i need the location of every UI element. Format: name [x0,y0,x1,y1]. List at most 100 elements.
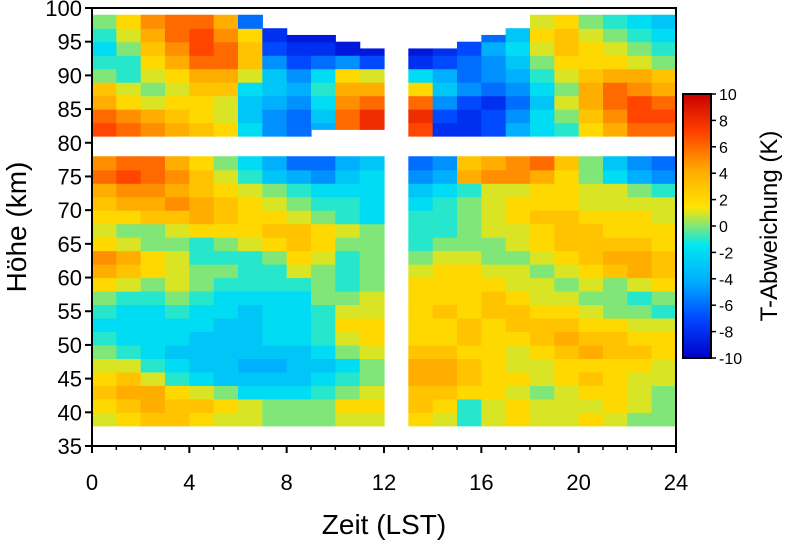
heatmap-cell [457,398,482,413]
heatmap-cell [116,28,142,43]
heatmap-cell [408,344,434,359]
colorbar-ticks: 10 8 6 4 2 0 -2 -4 -6 -8 -10 [711,87,742,368]
heatmap-cell [311,250,336,265]
heatmap-cell [359,250,385,265]
heatmap-cell [116,82,142,97]
heatmap-cell [481,358,507,373]
heatmap-cell [603,317,628,333]
heatmap-cell [286,398,312,413]
heatmap-cell [432,82,458,97]
heatmap-cell [116,156,142,171]
heatmap-cell [627,41,653,56]
heatmap-cell [359,331,385,346]
x-tick-label: 24 [664,470,688,495]
heatmap-cell [505,109,531,124]
heatmap-cell [530,183,555,198]
heatmap-cell [189,82,215,97]
heatmap-cell [165,277,190,292]
heatmap-cell [359,156,385,171]
heatmap-cell [165,55,190,70]
heatmap-cell [505,95,531,110]
heatmap-cell [457,68,482,83]
heatmap-cell [262,82,288,97]
heatmap-cell [335,183,361,198]
heatmap-cell [262,169,288,184]
heatmap-cell [359,344,385,359]
heatmap-cell [578,277,604,292]
colorbar-tick-label: -4 [719,272,733,289]
y-tick-label: 50 [58,333,82,358]
y-axis-label: Höhe (km) [1,162,32,293]
heatmap-cell [408,122,434,137]
y-tick-label: 80 [58,131,82,156]
heatmap-cell [457,264,482,279]
heatmap-cell [457,210,482,225]
heatmap-cell [481,183,507,198]
heatmap-cell [554,331,580,346]
heatmap-cell [189,95,215,110]
heatmap-cell [286,183,312,198]
heatmap-cell [335,344,361,359]
heatmap-cell [578,68,604,83]
heatmap-cell [530,109,555,124]
heatmap-cell [189,55,215,70]
x-tick-label: 16 [469,470,493,495]
heatmap-cell [140,223,166,238]
heatmap-cell [554,196,580,211]
heatmap-cell [116,358,142,373]
heatmap-cell [627,196,653,211]
heatmap-cell [603,169,628,184]
y-tick-label: 35 [58,434,82,459]
heatmap-cell [262,210,288,225]
heatmap-cell [432,237,458,252]
heatmap-cell [578,304,604,319]
heatmap-cell [530,68,555,83]
heatmap-cell [505,82,531,97]
heatmap-cell [457,412,482,427]
heatmap-cell [335,156,361,171]
heatmap-cell [335,95,361,110]
heatmap-cell [359,317,385,333]
heatmap-cell [481,55,507,70]
heatmap-cell [92,412,117,427]
colorbar-tick-label: -6 [719,298,733,315]
heatmap-cell [505,358,531,373]
heatmap-cell [432,398,458,413]
heatmap-cell [262,264,288,279]
y-axis-ticks: 35 40 45 50 55 60 65 70 75 80 85 90 95 100 [45,0,92,459]
heatmap-cell [457,183,482,198]
heatmap-cell [92,385,117,400]
heatmap-cell [408,55,434,70]
heatmap-cell [505,412,531,427]
heatmap-cell [286,317,312,333]
heatmap-cell [140,156,166,171]
heatmap-cell [335,196,361,211]
heatmap-cell [505,169,531,184]
heatmap-cell [92,156,117,171]
heatmap-cell [359,169,385,184]
heatmap-cell [651,358,677,373]
heatmap-cell [481,196,507,211]
heatmap-cell [189,304,215,319]
heatmap-cell [432,223,458,238]
heatmap-cell [481,122,507,137]
heatmap-cell [554,277,580,292]
heatmap-cell [262,344,288,359]
heatmap-cell [262,250,288,265]
heatmap-cell [165,122,190,137]
heatmap-cell [457,304,482,319]
heatmap-cell [359,371,385,386]
heatmap-cell [651,331,677,346]
heatmap-cell [140,250,166,265]
heatmap-cell [530,371,555,386]
heatmap-cell [457,385,482,400]
heatmap-cell [92,398,117,413]
heatmap-cell [603,277,628,292]
heatmap-cell [505,68,531,83]
heatmap-cell [311,358,336,373]
heatmap-cell [311,210,336,225]
heatmap-cell [530,398,555,413]
heatmap-cell [432,109,458,124]
heatmap-cell [92,264,117,279]
heatmap-cell [457,169,482,184]
